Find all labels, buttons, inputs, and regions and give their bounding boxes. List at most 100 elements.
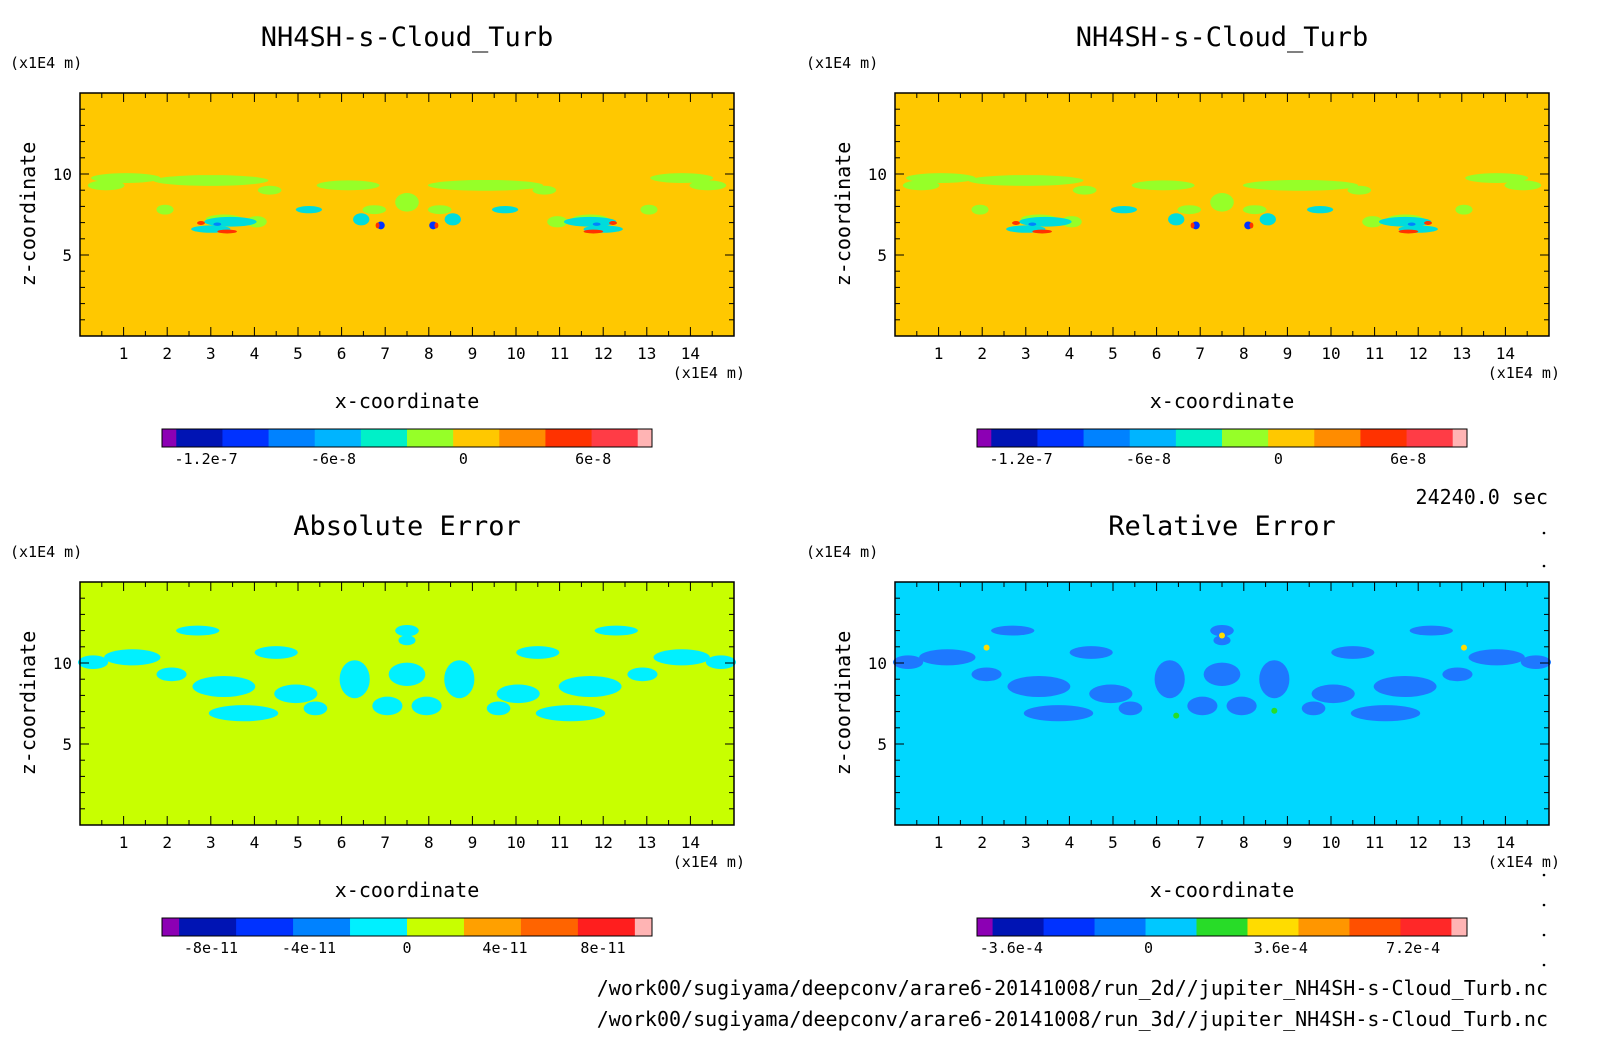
- colorbar-swatch: [991, 429, 1038, 447]
- field-feature: [427, 205, 452, 215]
- y-tick-label: 5: [877, 246, 887, 265]
- field-feature: [1259, 660, 1290, 699]
- colorbar-label: 3.6e-4: [1254, 939, 1308, 957]
- field-feature: [316, 180, 380, 191]
- x-tick-label: 6: [337, 344, 347, 363]
- x-tick-label: 1: [934, 344, 944, 363]
- x-tick-label: 3: [206, 833, 216, 852]
- field-feature: [919, 649, 976, 666]
- field-background: [80, 93, 734, 336]
- field-feature: [1173, 712, 1180, 719]
- y-axis-label: z-coordinate: [831, 631, 855, 776]
- x-tick-label: 9: [468, 833, 478, 852]
- colorbar-swatch: [162, 918, 180, 936]
- field-feature: [1023, 705, 1094, 722]
- colorbar-swatch: [268, 429, 316, 447]
- colorbar-swatch: [176, 429, 223, 447]
- field-feature: [689, 180, 727, 191]
- field: [895, 93, 1549, 336]
- colorbar-label: -4e-11: [282, 939, 336, 957]
- field-feature: [104, 649, 161, 666]
- field-feature: [492, 205, 519, 214]
- colorbar-label: 6e-8: [575, 450, 611, 468]
- x-tick-label: 11: [550, 344, 569, 363]
- colorbar-swatch: [637, 429, 653, 447]
- field-feature: [353, 213, 370, 226]
- colorbar-swatch: [236, 918, 294, 936]
- colorbar-swatch: [162, 429, 177, 447]
- field-feature: [1019, 216, 1072, 227]
- colorbar-swatch: [407, 429, 454, 447]
- time-label: 24240.0 sec: [1416, 485, 1548, 509]
- x-tick-label: 11: [1365, 833, 1384, 852]
- colorbar-swatch: [520, 918, 579, 936]
- x-tick-label: 10: [1321, 833, 1340, 852]
- field-feature: [156, 204, 174, 215]
- x-unit-label: (x1E4 m): [673, 364, 745, 382]
- colorbar-swatch: [1037, 429, 1085, 447]
- x-tick-label: 9: [1283, 344, 1293, 363]
- x-tick-label: 12: [1409, 344, 1428, 363]
- field-feature: [1259, 213, 1276, 226]
- colorbar-swatch: [463, 918, 522, 936]
- colorbar-swatch: [314, 429, 362, 447]
- field-feature: [532, 185, 557, 195]
- field-feature: [1347, 185, 1372, 195]
- field-feature: [1210, 624, 1234, 637]
- field-feature: [176, 625, 220, 636]
- colorbar-label: 0: [459, 450, 468, 468]
- x-unit-label: (x1E4 m): [1488, 364, 1560, 382]
- field-feature: [1331, 646, 1375, 659]
- y-axis-label: z-coordinate: [831, 142, 855, 287]
- colorbar-swatch: [1452, 429, 1468, 447]
- colorbar-frame: [976, 917, 1468, 937]
- x-tick-label: 7: [380, 833, 390, 852]
- x-axis-label: x-coordinate: [335, 389, 480, 413]
- colorbar-label: 7.2e-4: [1386, 939, 1440, 957]
- colorbar-swatch: [1268, 429, 1315, 447]
- field-feature: [303, 701, 328, 716]
- colorbar: -8e-11 -4e-11 0 4e-11 8e-11: [161, 917, 653, 957]
- field-feature: [1307, 205, 1334, 214]
- colorbar: -1.2e-7 -6e-8 0 6e-8: [976, 428, 1468, 468]
- x-tick-label: 6: [337, 833, 347, 852]
- colorbar-swatch: [577, 918, 636, 936]
- field-feature: [594, 625, 638, 636]
- colorbar-swatch: [360, 429, 408, 447]
- x-tick-label: 14: [1496, 344, 1515, 363]
- colorbar-label: -1.2e-7: [989, 450, 1052, 468]
- field-feature: [627, 667, 658, 682]
- field-feature: [1154, 660, 1185, 699]
- field-feature: [1131, 180, 1195, 191]
- colorbar-swatch: [1406, 429, 1454, 447]
- field-feature: [1465, 173, 1529, 183]
- field-feature: [1187, 696, 1218, 716]
- colorbar-swatch: [1247, 918, 1299, 936]
- y-tick-label: 5: [62, 735, 72, 754]
- field-feature: [968, 175, 1084, 186]
- x-tick-label: 2: [977, 833, 987, 852]
- panel-title: NH4SH-s-Cloud_Turb: [261, 22, 554, 53]
- x-tick-label: 10: [506, 344, 525, 363]
- field-feature: [1468, 649, 1525, 666]
- field-feature: [434, 222, 439, 229]
- colorbar-swatch: [1129, 429, 1177, 447]
- field-feature: [156, 667, 187, 682]
- colorbar-swatch: [293, 918, 351, 936]
- field-feature: [1210, 193, 1234, 212]
- field: [893, 582, 1552, 825]
- x-tick-label: 4: [1065, 344, 1075, 363]
- colorbar-label: -8e-11: [184, 939, 238, 957]
- colorbar-swatch: [1145, 918, 1198, 936]
- x-tick-label: 12: [1409, 833, 1428, 852]
- field-feature: [1012, 221, 1020, 225]
- x-tick-label: 13: [1452, 344, 1471, 363]
- colorbar-swatch: [1083, 429, 1131, 447]
- colorbar-swatch: [407, 918, 465, 936]
- x-tick-label: 6: [1152, 833, 1162, 852]
- y-tick-label: 10: [868, 654, 887, 673]
- x-tick-label: 14: [681, 833, 700, 852]
- field-feature: [1520, 655, 1552, 670]
- colorbar-label: 0: [1274, 450, 1283, 468]
